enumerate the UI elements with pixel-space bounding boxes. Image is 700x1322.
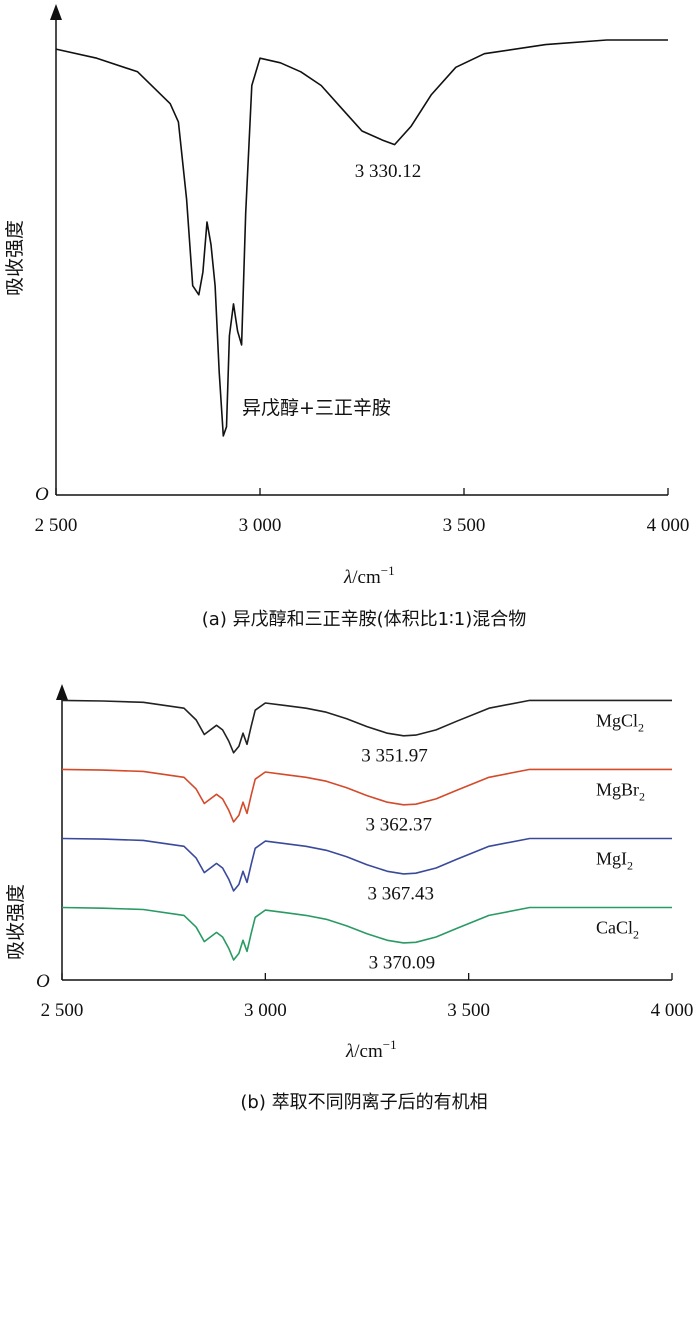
panel-b: 2 500 3 000 3 500 4 000 O 吸收强度 λ/cm−1 (b) 萃… [5, 684, 693, 1113]
panel-a-x-axis-exp: −1 [381, 563, 395, 578]
panel-b-series-label-main: MgCl [596, 710, 638, 730]
panel-a-y-arrow [50, 4, 62, 20]
panel-a-x-axis-symbol: λ [343, 567, 352, 588]
panel-b-peak-label: 3 370.09 [369, 952, 436, 973]
panel-a-series [55, 39, 668, 437]
panel-b-ticks [61, 973, 673, 980]
panel-a: 2 500 3 000 3 500 4 000 O 吸收强度 λ/cm−1 (a) 异… [4, 4, 689, 630]
panel-b-series-label-main: MgI [596, 848, 627, 868]
panel-b-origin-label: O [36, 971, 50, 992]
panel-b-y-axis-title: 吸收强度 [5, 884, 27, 960]
panel-b-x-axis-title: λ/cm−1 [345, 1037, 397, 1062]
panel-a-caption: (a) 异戊醇和三正辛胺(体积比1∶1)混合物 [202, 609, 526, 630]
panel-a-peak-label: 3 330.12 [355, 161, 422, 182]
panel-a-series-line [55, 39, 668, 437]
panel-b-series-label: CaCl2 [596, 918, 639, 942]
panel-b-series-label-sub: 2 [638, 720, 644, 734]
panel-b-peak-label: 3 351.97 [361, 746, 428, 767]
panel-b-series-line [61, 768, 672, 823]
panel-b-series-line [61, 906, 672, 961]
panel-a-ticks [55, 488, 669, 495]
panel-b-series [61, 699, 672, 961]
panel-b-caption: (b) 萃取不同阴离子后的有机相 [240, 1092, 487, 1113]
panel-a-x-tick-label: 3 000 [239, 515, 282, 536]
panel-b-peak-label: 3 362.37 [365, 814, 432, 835]
panel-b-series-label-main: CaCl [596, 918, 633, 938]
panel-b-x-axis-unit: /cm [354, 1041, 383, 1062]
panel-b-series-label-sub: 2 [627, 858, 633, 872]
panel-b-x-axis-exp: −1 [383, 1037, 397, 1052]
panel-a-series-annotation: 异戊醇+三正辛胺 [242, 397, 391, 419]
panel-b-x-tick-label: 2 500 [41, 1000, 84, 1021]
panel-a-x-axis-title: λ/cm−1 [343, 563, 395, 588]
panel-b-series-label-sub: 2 [633, 928, 639, 942]
panel-b-series-line [61, 837, 672, 892]
panel-a-x-tick-label: 3 500 [443, 515, 486, 536]
panel-b-series-label-main: MgBr [596, 779, 639, 799]
panel-b-series-label: MgBr2 [596, 779, 645, 803]
panel-a-origin-label: O [35, 484, 49, 505]
panel-b-x-tick-label: 4 000 [651, 1000, 694, 1021]
panel-b-peak-label: 3 367.43 [368, 883, 435, 904]
panel-b-peak-labels: 3 351.97 3 362.37 3 367.43 3 370.09 [361, 746, 435, 974]
panel-b-y-arrow [56, 684, 68, 700]
panel-a-y-axis-title: 吸收强度 [4, 220, 26, 296]
panel-b-x-axis-symbol: λ [345, 1041, 354, 1062]
panel-b-tick-labels: 2 500 3 000 3 500 4 000 [41, 1000, 694, 1021]
panel-b-x-tick-label: 3 500 [447, 1000, 490, 1021]
panel-b-series-label: MgI2 [596, 848, 633, 872]
panel-b-series-label-sub: 2 [639, 789, 645, 803]
panel-b-series-line [61, 699, 672, 754]
panel-b-x-tick-label: 3 000 [244, 1000, 287, 1021]
panel-b-series-label: MgCl2 [596, 710, 644, 734]
panel-a-x-tick-label: 4 000 [647, 515, 690, 536]
panel-a-tick-labels: 2 500 3 000 3 500 4 000 [35, 515, 690, 536]
panel-a-x-axis-unit: /cm [352, 567, 381, 588]
panel-a-x-tick-label: 2 500 [35, 515, 78, 536]
